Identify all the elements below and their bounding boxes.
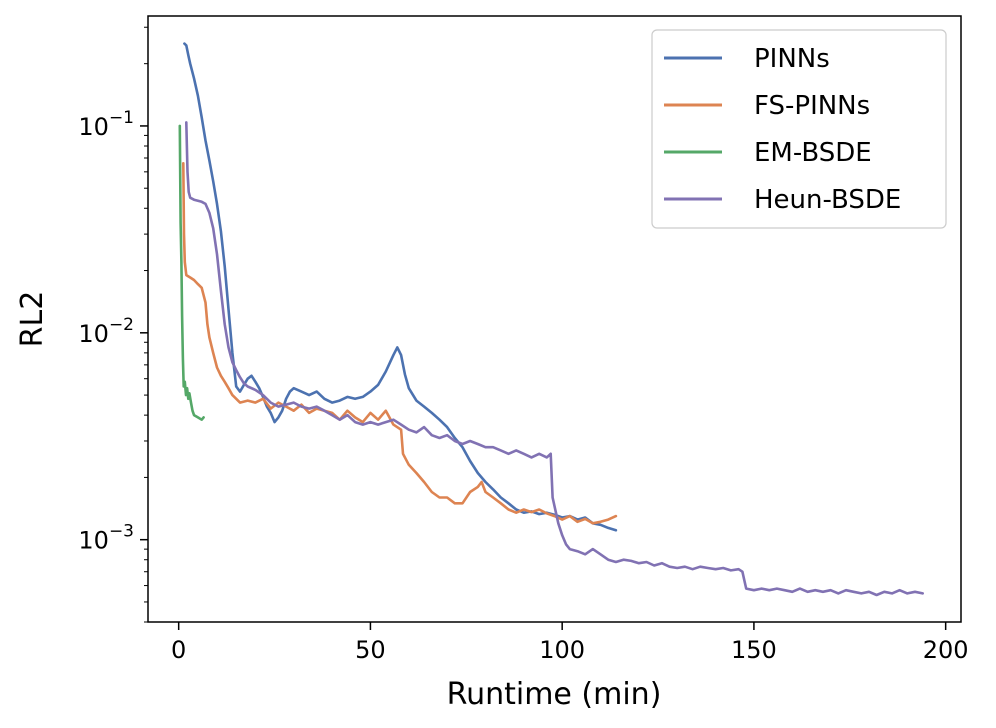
- y-axis-title: RL2: [15, 291, 50, 348]
- legend-item: EM-BSDE: [664, 138, 872, 168]
- legend-label: PINNs: [754, 44, 830, 74]
- y-axis: 10−3 10−2 10−1: [78, 26, 148, 623]
- legend-label: Heun-BSDE: [754, 185, 901, 215]
- legend-item: Heun-BSDE: [664, 185, 901, 215]
- series-line-em-bsde: [178, 124, 205, 421]
- y-tick-label: 10−1: [78, 108, 134, 141]
- legend-label: FS-PINNs: [754, 91, 870, 121]
- y-tick-label: 10−2: [78, 315, 134, 348]
- series-line-fs-pinns: [182, 162, 618, 525]
- x-tick-label: 50: [355, 636, 386, 664]
- legend: PINNs FS-PINNs EM-BSDE Heun-BSDE: [651, 29, 947, 229]
- legend-item: PINNs: [664, 44, 830, 74]
- x-tick-label: 150: [731, 636, 777, 664]
- plot-frame: [147, 15, 962, 623]
- x-tick-label: 0: [171, 636, 186, 664]
- legend-box: [651, 29, 947, 229]
- series-layer: [178, 42, 924, 597]
- x-axis: 0 50 100 150 200: [171, 622, 969, 664]
- y-tick-label: 10−3: [78, 522, 134, 555]
- x-axis-title: Runtime (min): [447, 677, 662, 712]
- x-tick-label: 200: [923, 636, 969, 664]
- series-line-heun-bsde: [185, 121, 924, 597]
- x-tick-label: 100: [539, 636, 585, 664]
- legend-item: FS-PINNs: [664, 91, 870, 121]
- legend-label: EM-BSDE: [754, 138, 872, 168]
